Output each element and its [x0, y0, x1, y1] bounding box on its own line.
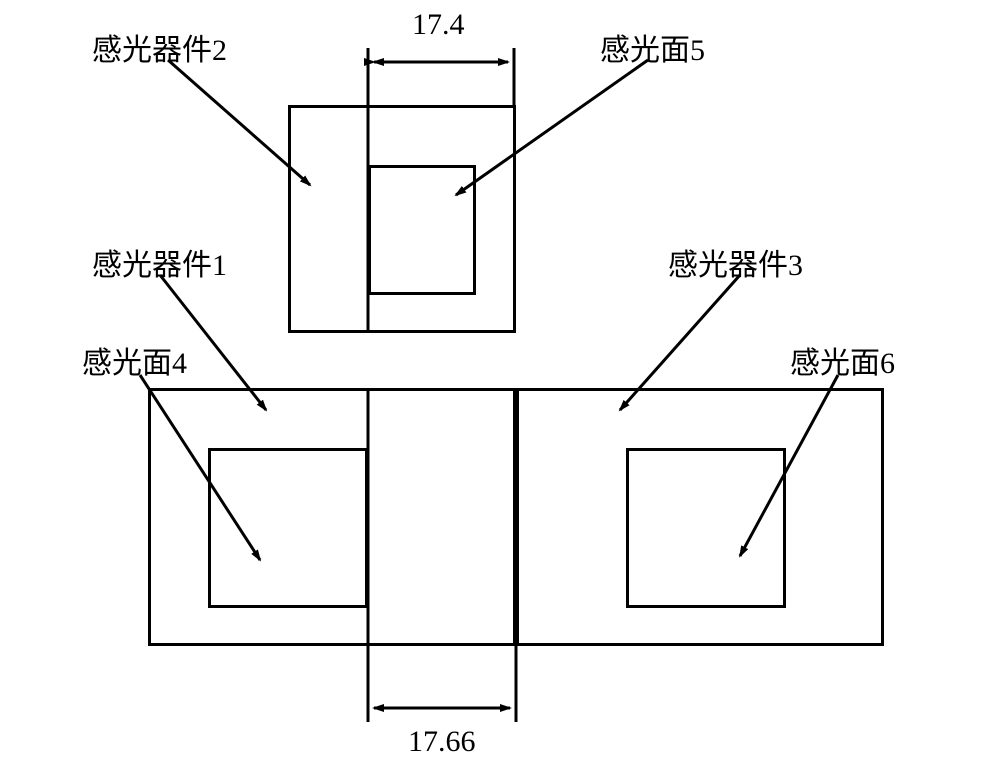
diagram-canvas: 感光器件2 感光面5 感光器件1 感光器件3 感光面4 感光面6 17.4 17… [0, 0, 1000, 771]
label-surface5: 感光面5 [600, 25, 705, 69]
label-sensor2: 感光器件2 [92, 25, 227, 69]
label-surface4: 感光面4 [82, 338, 187, 382]
label-sensor3: 感光器件3 [668, 240, 803, 284]
label-surface6: 感光面6 [790, 338, 895, 382]
dim-label-top: 17.4 [412, 8, 465, 42]
surface-box-6 [626, 448, 786, 608]
label-sensor1: 感光器件1 [92, 240, 227, 284]
dim-label-bottom: 17.66 [408, 725, 476, 759]
surface-box-4 [208, 448, 368, 608]
surface-box-5 [368, 165, 476, 295]
